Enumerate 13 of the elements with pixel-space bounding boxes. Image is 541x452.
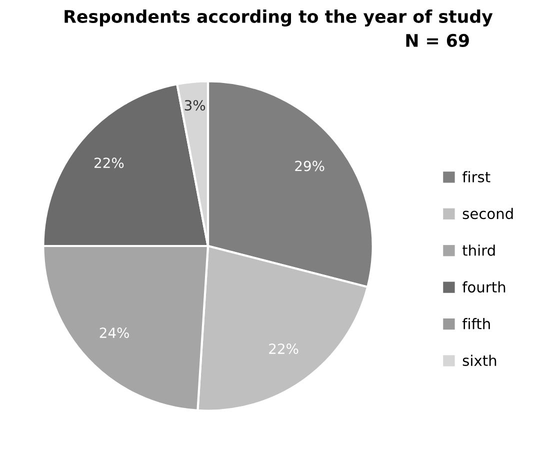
data-label: 22%	[94, 158, 124, 168]
legend-label: fifth	[462, 318, 490, 330]
legend-label: first	[462, 171, 490, 182]
legend-label: sixth	[462, 354, 496, 366]
legend-label: second	[462, 208, 513, 220]
chart-subtitle: N = 69	[406, 34, 469, 48]
legend-label: third	[462, 244, 495, 256]
chart-title: Respondents according to the year of study	[64, 10, 493, 26]
data-label: 24%	[100, 328, 129, 338]
data-label: 22%	[269, 344, 298, 354]
data-label: 3%	[184, 100, 206, 111]
legend-label: fourth	[462, 281, 506, 293]
data-label: 29%	[295, 160, 324, 172]
